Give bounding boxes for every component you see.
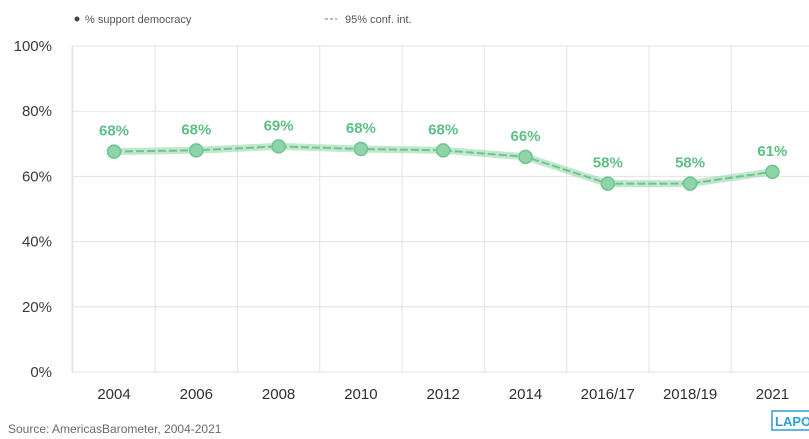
data-point [353, 141, 369, 157]
x-tick-label: 2012 [427, 386, 460, 403]
y-tick-label: 40% [22, 234, 52, 251]
logo-text: LAPOP [775, 414, 809, 429]
data-point [682, 176, 698, 191]
x-tick-label: 2014 [509, 386, 542, 403]
legend-label-conf-int: 95% conf. int. [345, 14, 412, 26]
data-label: 69% [264, 117, 294, 134]
data-point [271, 139, 286, 154]
x-axis: 2004 2006 2008 2010 2012 2014 2016/17 2018/19 20… [97, 386, 789, 403]
logo-box [771, 410, 809, 431]
data-point [106, 144, 122, 159]
data-label: 68% [99, 123, 129, 140]
y-tick-label: 100% [14, 38, 52, 55]
data-point [765, 164, 780, 180]
data-label: 66% [510, 128, 540, 145]
y-tick-label: 20% [22, 299, 52, 316]
series-layer [106, 139, 780, 191]
legend: % support democracy 95% conf. int. [74, 14, 412, 26]
data-label: 61% [757, 143, 787, 160]
data-label: 68% [346, 120, 376, 137]
x-tick-label: 2021 [756, 386, 789, 403]
x-tick-label: 2004 [97, 386, 130, 403]
y-tick-label: 60% [22, 168, 52, 185]
data-label: 68% [181, 121, 211, 138]
legend-dot-marker [74, 16, 80, 22]
x-tick-label: 2016/17 [581, 386, 635, 403]
lapop-logo: LAPOP [771, 410, 809, 431]
series-line [113, 145, 773, 185]
data-label: 58% [675, 155, 705, 172]
x-tick-label: 2018/19 [663, 386, 717, 403]
data-point [435, 143, 451, 158]
y-tick-label: 0% [30, 364, 52, 381]
grid-layer [71, 45, 809, 373]
data-point [518, 149, 533, 165]
x-tick-label: 2008 [262, 386, 295, 403]
x-tick-label: 2010 [344, 386, 377, 403]
y-axis: 0% 20% 40% 60% 80% 100% [14, 38, 52, 381]
data-label: 68% [428, 121, 458, 138]
source-note: Source: AmericasBarometer, 2004-2021 [8, 422, 222, 436]
data-label: 58% [593, 155, 623, 172]
x-tick-label: 2006 [180, 386, 213, 403]
y-tick-label: 80% [22, 103, 52, 120]
data-point [600, 176, 616, 191]
data-point [189, 143, 204, 158]
legend-label-support: % support democracy [85, 14, 192, 26]
data-labels: 68% 68% 69% 68% 68% 66% 58% 58% 61% [99, 117, 787, 171]
